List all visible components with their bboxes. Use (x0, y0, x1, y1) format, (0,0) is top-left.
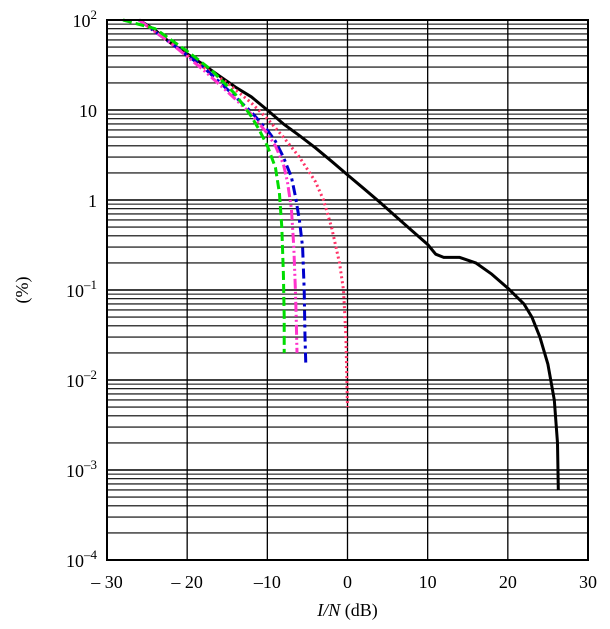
x-tick-labels: – 30 – 20 –10 0 10 20 30 (90, 572, 597, 592)
series-group (122, 18, 560, 491)
y-tick-label: 1 (88, 191, 97, 211)
series-line-4 (138, 18, 299, 353)
series-line-5 (122, 18, 286, 353)
x-tick-label: 10 (419, 572, 437, 592)
y-tick-label: 10–3 (66, 457, 97, 481)
y-tick-label: 10–4 (66, 547, 98, 571)
plot-frame (106, 19, 589, 561)
x-tick-label: – 20 (170, 572, 203, 592)
x-tick-label: 0 (343, 572, 352, 592)
x-axis-label: I/N (dB) (316, 600, 378, 621)
y-tick-label: 10–2 (66, 367, 97, 391)
series-line-3 (138, 18, 308, 365)
grid (106, 20, 589, 561)
x-tick-label: 30 (579, 572, 597, 592)
x-tick-label: – 30 (90, 572, 123, 592)
series-line-1 (138, 18, 560, 491)
y-tick-labels: 102 10 1 10–1 10–2 10–3 10–4 (66, 7, 98, 571)
x-axis-label-unit: (dB) (340, 600, 378, 621)
x-tick-label: 20 (499, 572, 517, 592)
y-tick-label: 10–1 (66, 277, 97, 301)
y-tick-label: 102 (73, 7, 98, 31)
y-tick-label: 10 (79, 101, 97, 121)
x-tick-label: –10 (253, 572, 281, 592)
x-axis-label-symbol: I/N (316, 600, 341, 620)
y-axis-label: (%) (12, 277, 33, 304)
